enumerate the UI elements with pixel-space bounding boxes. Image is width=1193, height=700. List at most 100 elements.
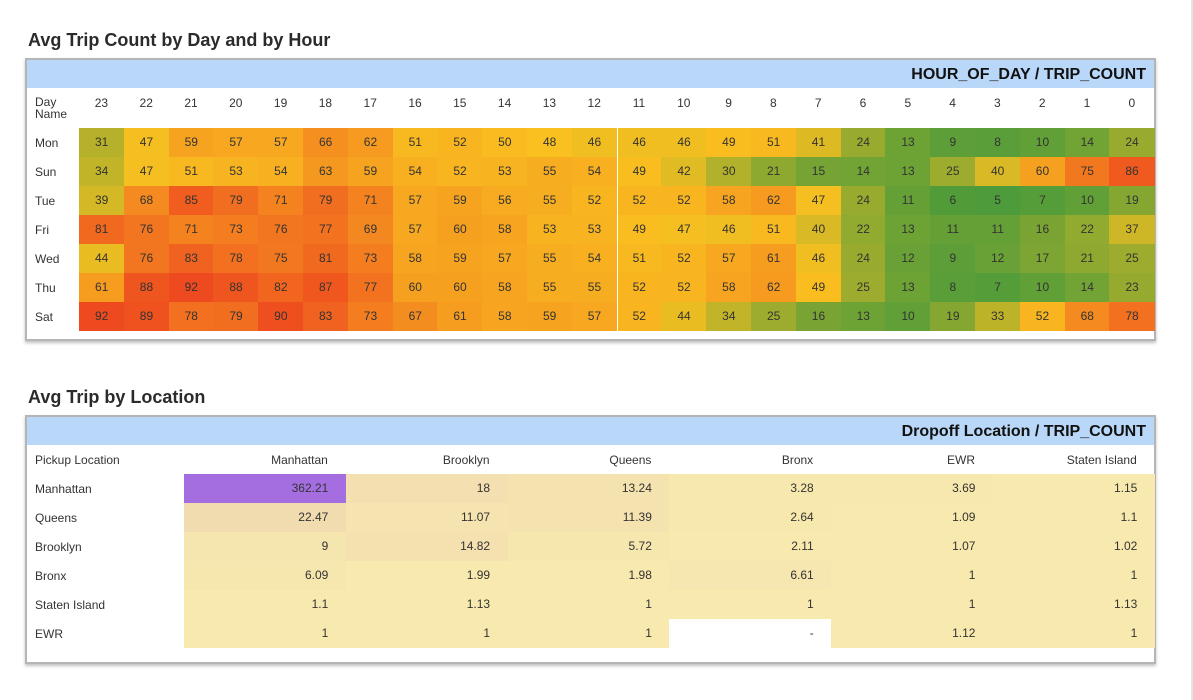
heatmap-header: HOUR_OF_DAY / TRIP_COUNT bbox=[27, 60, 1154, 88]
heatmap-cell: 13 bbox=[840, 302, 886, 331]
heatmap-cell: 15 bbox=[795, 157, 842, 186]
heatmap-cell: 11 bbox=[930, 215, 976, 244]
heatmap-cell: 59 bbox=[168, 128, 214, 157]
heatmap-cell: 10 bbox=[1064, 186, 1110, 215]
heatmap-cell: 47 bbox=[123, 128, 170, 157]
heatmap-cell: 49 bbox=[795, 273, 842, 302]
heatmap-cell: 16 bbox=[795, 302, 842, 331]
heatmap-cell: 57 bbox=[482, 244, 528, 273]
hour-column-header: 0 bbox=[1128, 96, 1136, 110]
heatmap-cell: 21 bbox=[751, 157, 797, 186]
heatmap-cell: 8 bbox=[930, 273, 976, 302]
day-row-label: Thu bbox=[35, 281, 56, 295]
heatmap-cell: 59 bbox=[437, 244, 483, 273]
location-cell: 5.72 bbox=[507, 532, 670, 561]
heatmap-cell: 25 bbox=[751, 302, 797, 331]
location-cell: 1 bbox=[184, 619, 347, 648]
heatmap-cell: 46 bbox=[616, 128, 662, 157]
heatmap-cell: 89 bbox=[123, 302, 170, 331]
heatmap-cell: 52 bbox=[1019, 302, 1066, 331]
heatmap-cell: 71 bbox=[258, 186, 304, 215]
hour-column-header: 14 bbox=[497, 96, 512, 110]
heatmap-cell: 61 bbox=[79, 273, 125, 302]
hour-column-header: 3 bbox=[994, 96, 1001, 110]
hour-column-header: 20 bbox=[229, 96, 243, 110]
location-cell: 1 bbox=[993, 619, 1156, 648]
heatmap-cell: 60 bbox=[437, 215, 483, 244]
heatmap-body: Day Name 23 22 21 20 19 18 17 16 15 14 13 12 11 10 9 8 7… bbox=[27, 88, 1155, 341]
heatmap-cell: 88 bbox=[213, 273, 259, 302]
heatmap-cell: 52 bbox=[571, 186, 618, 215]
location-cell: 6.61 bbox=[669, 561, 832, 590]
heatmap-cell: 46 bbox=[571, 128, 618, 157]
heatmap-cell: 51 bbox=[168, 157, 214, 186]
heatmap-cell: 76 bbox=[123, 215, 170, 244]
heatmap-cell: 9 bbox=[930, 128, 976, 157]
location-cell: 1.07 bbox=[831, 532, 994, 561]
location-cell: 18 bbox=[345, 474, 509, 503]
heatmap-cell: 52 bbox=[616, 186, 662, 215]
heatmap-cell: 54 bbox=[571, 157, 618, 186]
heatmap-corner-label: Day Name bbox=[35, 96, 67, 120]
heatmap-cell: 51 bbox=[392, 128, 438, 157]
pickup-row-label: Brooklyn bbox=[35, 540, 82, 554]
heatmap-cell: 76 bbox=[258, 215, 304, 244]
pickup-row-label: Manhattan bbox=[35, 482, 92, 496]
heatmap-cell: 60 bbox=[392, 273, 438, 302]
heatmap-cell: 12 bbox=[885, 244, 931, 273]
location-cell: 1.02 bbox=[993, 532, 1156, 561]
heatmap-cell: 88 bbox=[123, 273, 170, 302]
heatmap-cell: 52 bbox=[661, 273, 707, 302]
location-cell: 1 bbox=[993, 561, 1156, 590]
heatmap-cell: 82 bbox=[258, 273, 304, 302]
heatmap-cell: 87 bbox=[303, 273, 349, 302]
location-cell: 1.13 bbox=[345, 590, 509, 619]
heatmap-cell: 79 bbox=[303, 186, 349, 215]
corner-label-line1: Day bbox=[35, 95, 57, 109]
heatmap-cell: 77 bbox=[347, 273, 394, 302]
heatmap-cell: 46 bbox=[706, 215, 752, 244]
heatmap-cell: 58 bbox=[392, 244, 438, 273]
location-cell: 3.28 bbox=[669, 474, 832, 503]
heatmap-cell: 57 bbox=[392, 215, 438, 244]
heatmap-cell: 68 bbox=[1064, 302, 1110, 331]
location-cell: 362.21 bbox=[184, 474, 347, 503]
heatmap-cell: 46 bbox=[661, 128, 707, 157]
heatmap-cell: 34 bbox=[79, 157, 125, 186]
heatmap-cell: 54 bbox=[258, 157, 304, 186]
dropoff-column-header: Bronx bbox=[781, 453, 814, 467]
location-cell: 1 bbox=[669, 590, 832, 619]
location-cell: 13.24 bbox=[507, 474, 670, 503]
heatmap-cell: 54 bbox=[392, 157, 438, 186]
heatmap-title: Avg Trip Count by Day and by Hour bbox=[28, 30, 331, 50]
heatmap-cell: 62 bbox=[751, 186, 797, 215]
location-cell: 22.47 bbox=[184, 503, 347, 532]
location-cell: 1 bbox=[507, 619, 670, 648]
heatmap-cell: 52 bbox=[616, 302, 662, 331]
heatmap-cell: 24 bbox=[840, 244, 886, 273]
heatmap-cell: 19 bbox=[930, 302, 976, 331]
day-row-label: Sun bbox=[35, 165, 57, 179]
heatmap-cell: 25 bbox=[930, 157, 976, 186]
heatmap-cell: 40 bbox=[975, 157, 1021, 186]
location-cell: 9 bbox=[184, 532, 347, 561]
heatmap-cell: 58 bbox=[706, 273, 752, 302]
location-cell: 1.13 bbox=[993, 590, 1156, 619]
heatmap-cell: 8 bbox=[975, 128, 1021, 157]
location-cell: 11.07 bbox=[345, 503, 509, 532]
heatmap-cell: 55 bbox=[527, 186, 573, 215]
heatmap-cell: 11 bbox=[975, 215, 1021, 244]
heatmap-cell: 52 bbox=[437, 157, 483, 186]
heatmap-cell: 14 bbox=[1064, 273, 1110, 302]
heatmap-cell: 79 bbox=[213, 186, 259, 215]
heatmap-cell: 55 bbox=[527, 244, 573, 273]
heatmap-cell: 50 bbox=[482, 128, 528, 157]
location-card: Dropoff Location / TRIP_COUNT Pickup Loc… bbox=[25, 415, 1156, 664]
hour-column-header: 8 bbox=[770, 96, 777, 110]
heatmap-cell: 22 bbox=[840, 215, 886, 244]
dropoff-column-header: Brooklyn bbox=[442, 453, 490, 467]
heatmap-cell: 55 bbox=[527, 157, 573, 186]
heatmap-cell: 49 bbox=[616, 215, 662, 244]
location-cell: 1 bbox=[831, 561, 994, 590]
heatmap-cell: 57 bbox=[258, 128, 304, 157]
